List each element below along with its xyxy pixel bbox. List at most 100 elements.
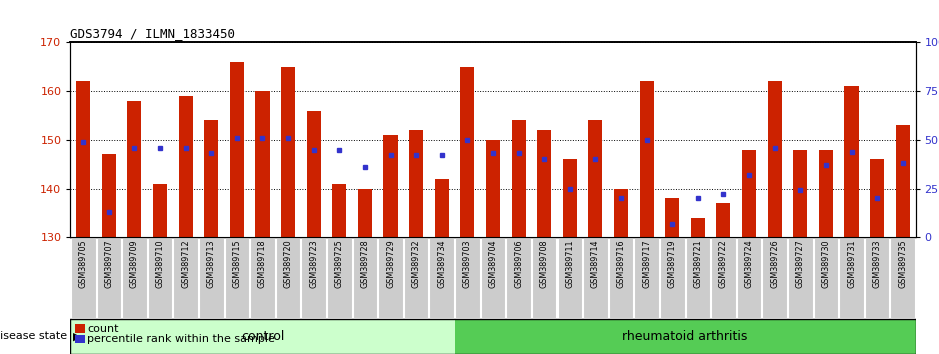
Text: GSM389717: GSM389717 (642, 240, 651, 288)
Text: GSM389705: GSM389705 (79, 240, 87, 288)
Text: GSM389718: GSM389718 (258, 240, 267, 288)
Bar (255, 91, 269, 237)
Bar (614, 188, 628, 237)
Text: GSM389722: GSM389722 (719, 240, 728, 289)
Bar (768, 81, 782, 237)
Text: control: control (240, 330, 285, 343)
Bar (454, 319, 916, 354)
FancyBboxPatch shape (608, 238, 633, 318)
Text: count: count (87, 324, 119, 333)
Bar (562, 159, 577, 237)
Bar (332, 184, 346, 237)
Bar (281, 67, 295, 237)
Bar (205, 120, 219, 237)
FancyBboxPatch shape (583, 238, 608, 318)
Bar (716, 203, 731, 237)
FancyBboxPatch shape (455, 238, 480, 318)
Text: GSM389735: GSM389735 (899, 240, 907, 288)
Text: ▶: ▶ (73, 331, 82, 341)
FancyBboxPatch shape (788, 238, 812, 318)
Bar (819, 149, 833, 237)
Bar (178, 96, 192, 237)
Text: GSM389719: GSM389719 (668, 240, 677, 288)
FancyBboxPatch shape (839, 238, 864, 318)
Bar (665, 198, 679, 237)
Bar (70, 319, 454, 354)
Text: GSM389714: GSM389714 (591, 240, 600, 288)
Text: GSM389709: GSM389709 (130, 240, 139, 288)
Text: GSM389720: GSM389720 (284, 240, 293, 288)
Text: GSM389729: GSM389729 (386, 240, 395, 289)
Bar (512, 120, 526, 237)
Bar (101, 154, 115, 237)
Bar (230, 62, 244, 237)
Text: GSM389723: GSM389723 (309, 240, 318, 288)
Text: GSM389726: GSM389726 (770, 240, 779, 288)
Bar (742, 149, 756, 237)
Text: GSM389706: GSM389706 (514, 240, 523, 288)
Text: GSM389712: GSM389712 (181, 240, 191, 288)
FancyBboxPatch shape (890, 238, 915, 318)
Text: GSM389725: GSM389725 (335, 240, 344, 289)
FancyBboxPatch shape (429, 238, 454, 318)
Bar (589, 120, 603, 237)
FancyBboxPatch shape (813, 238, 839, 318)
FancyBboxPatch shape (660, 238, 685, 318)
Bar (358, 188, 372, 237)
Text: GSM389730: GSM389730 (822, 240, 830, 288)
Bar (383, 135, 397, 237)
Text: GSM389704: GSM389704 (488, 240, 498, 288)
Text: percentile rank within the sample: percentile rank within the sample (87, 334, 275, 344)
Text: GSM389703: GSM389703 (463, 240, 472, 288)
FancyBboxPatch shape (71, 238, 96, 318)
Text: GSM389713: GSM389713 (207, 240, 216, 288)
Text: GSM389707: GSM389707 (104, 240, 114, 288)
Bar (639, 81, 654, 237)
Bar (870, 159, 885, 237)
FancyBboxPatch shape (404, 238, 428, 318)
FancyBboxPatch shape (711, 238, 736, 318)
Text: GSM389711: GSM389711 (565, 240, 575, 288)
Text: rheumatoid arthritis: rheumatoid arthritis (623, 330, 747, 343)
FancyBboxPatch shape (865, 238, 889, 318)
Text: GSM389733: GSM389733 (872, 240, 882, 288)
Bar (128, 101, 142, 237)
Bar (896, 125, 910, 237)
FancyBboxPatch shape (378, 238, 403, 318)
FancyBboxPatch shape (737, 238, 762, 318)
Bar (793, 149, 808, 237)
Bar (409, 130, 423, 237)
Text: GSM389731: GSM389731 (847, 240, 856, 288)
Bar (153, 184, 167, 237)
FancyBboxPatch shape (174, 238, 198, 318)
Text: GDS3794 / ILMN_1833450: GDS3794 / ILMN_1833450 (70, 27, 236, 40)
Text: GSM389715: GSM389715 (232, 240, 241, 288)
Text: disease state: disease state (0, 331, 68, 341)
Bar (537, 130, 551, 237)
FancyBboxPatch shape (558, 238, 582, 318)
Text: GSM389732: GSM389732 (411, 240, 421, 288)
Text: GSM389728: GSM389728 (361, 240, 369, 288)
FancyBboxPatch shape (224, 238, 249, 318)
Bar (844, 86, 858, 237)
FancyBboxPatch shape (762, 238, 787, 318)
Bar (307, 110, 321, 237)
FancyBboxPatch shape (353, 238, 377, 318)
Text: GSM389734: GSM389734 (438, 240, 446, 288)
Bar (76, 81, 90, 237)
Bar (435, 179, 449, 237)
Text: GSM389708: GSM389708 (540, 240, 548, 288)
FancyBboxPatch shape (685, 238, 710, 318)
FancyBboxPatch shape (250, 238, 275, 318)
FancyBboxPatch shape (531, 238, 557, 318)
Text: GSM389716: GSM389716 (617, 240, 625, 288)
FancyBboxPatch shape (147, 238, 173, 318)
FancyBboxPatch shape (199, 238, 223, 318)
Text: GSM389727: GSM389727 (795, 240, 805, 289)
Bar (691, 218, 705, 237)
FancyBboxPatch shape (506, 238, 531, 318)
FancyBboxPatch shape (97, 238, 121, 318)
Text: GSM389721: GSM389721 (693, 240, 702, 288)
FancyBboxPatch shape (327, 238, 351, 318)
FancyBboxPatch shape (301, 238, 326, 318)
